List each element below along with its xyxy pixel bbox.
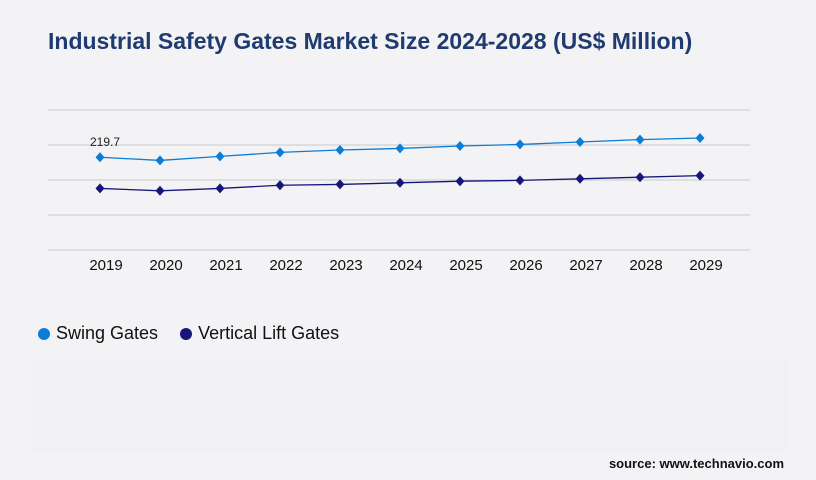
data-point-marker — [455, 176, 465, 187]
data-point-marker — [575, 137, 585, 148]
data-point-marker — [635, 134, 645, 145]
x-tick-label: 2029 — [689, 257, 722, 274]
data-point-marker — [695, 170, 705, 181]
x-tick-label: 2019 — [89, 257, 122, 274]
legend-item: Vertical Lift Gates — [180, 323, 339, 344]
legend-marker-icon — [38, 327, 50, 340]
data-point-marker — [95, 152, 105, 163]
source-text: source: www.technavio.com — [608, 456, 784, 471]
x-tick-label: 2023 — [329, 257, 362, 274]
data-point-marker — [515, 175, 525, 186]
legend-marker-icon — [180, 327, 193, 340]
data-point-marker — [215, 183, 225, 194]
data-point-marker — [395, 177, 405, 188]
data-label: 219.7 — [90, 135, 120, 149]
data-point-marker — [155, 155, 165, 166]
line-chart: 2019 2020 2021 2022 2023 2024 2025 2026 2027 2028… — [48, 109, 750, 274]
data-point-marker — [635, 172, 645, 183]
data-point-marker — [275, 147, 285, 158]
data-point-marker — [575, 173, 585, 184]
data-point-marker — [515, 139, 525, 150]
legend-label: Vertical Lift Gates — [198, 323, 340, 343]
legend-label: Swing Gates — [56, 323, 159, 343]
x-tick-label: 2024 — [389, 257, 422, 274]
x-tick-label: 2025 — [449, 257, 482, 274]
legend: Swing Gates Vertical Lift Gates — [38, 323, 339, 344]
x-tick-label: 2027 — [569, 257, 602, 274]
chart-title: Industrial Safety Gates Market Size 2024… — [48, 28, 693, 54]
data-point-marker — [335, 179, 345, 190]
x-tick-label: 2020 — [149, 257, 182, 274]
data-point-marker — [275, 180, 285, 191]
data-point-marker — [455, 141, 465, 152]
data-point-marker — [395, 143, 405, 154]
data-point-marker — [695, 133, 705, 143]
data-point-marker — [215, 151, 225, 162]
data-point-marker — [335, 145, 345, 156]
data-point-marker — [155, 185, 165, 196]
x-tick-label: 2026 — [509, 257, 542, 274]
background-panel — [32, 360, 787, 452]
x-tick-label: 2028 — [629, 257, 662, 274]
x-tick-label: 2021 — [209, 257, 242, 274]
x-tick-label: 2022 — [269, 257, 302, 274]
legend-item: Swing Gates — [38, 323, 158, 344]
data-point-marker — [95, 183, 105, 194]
